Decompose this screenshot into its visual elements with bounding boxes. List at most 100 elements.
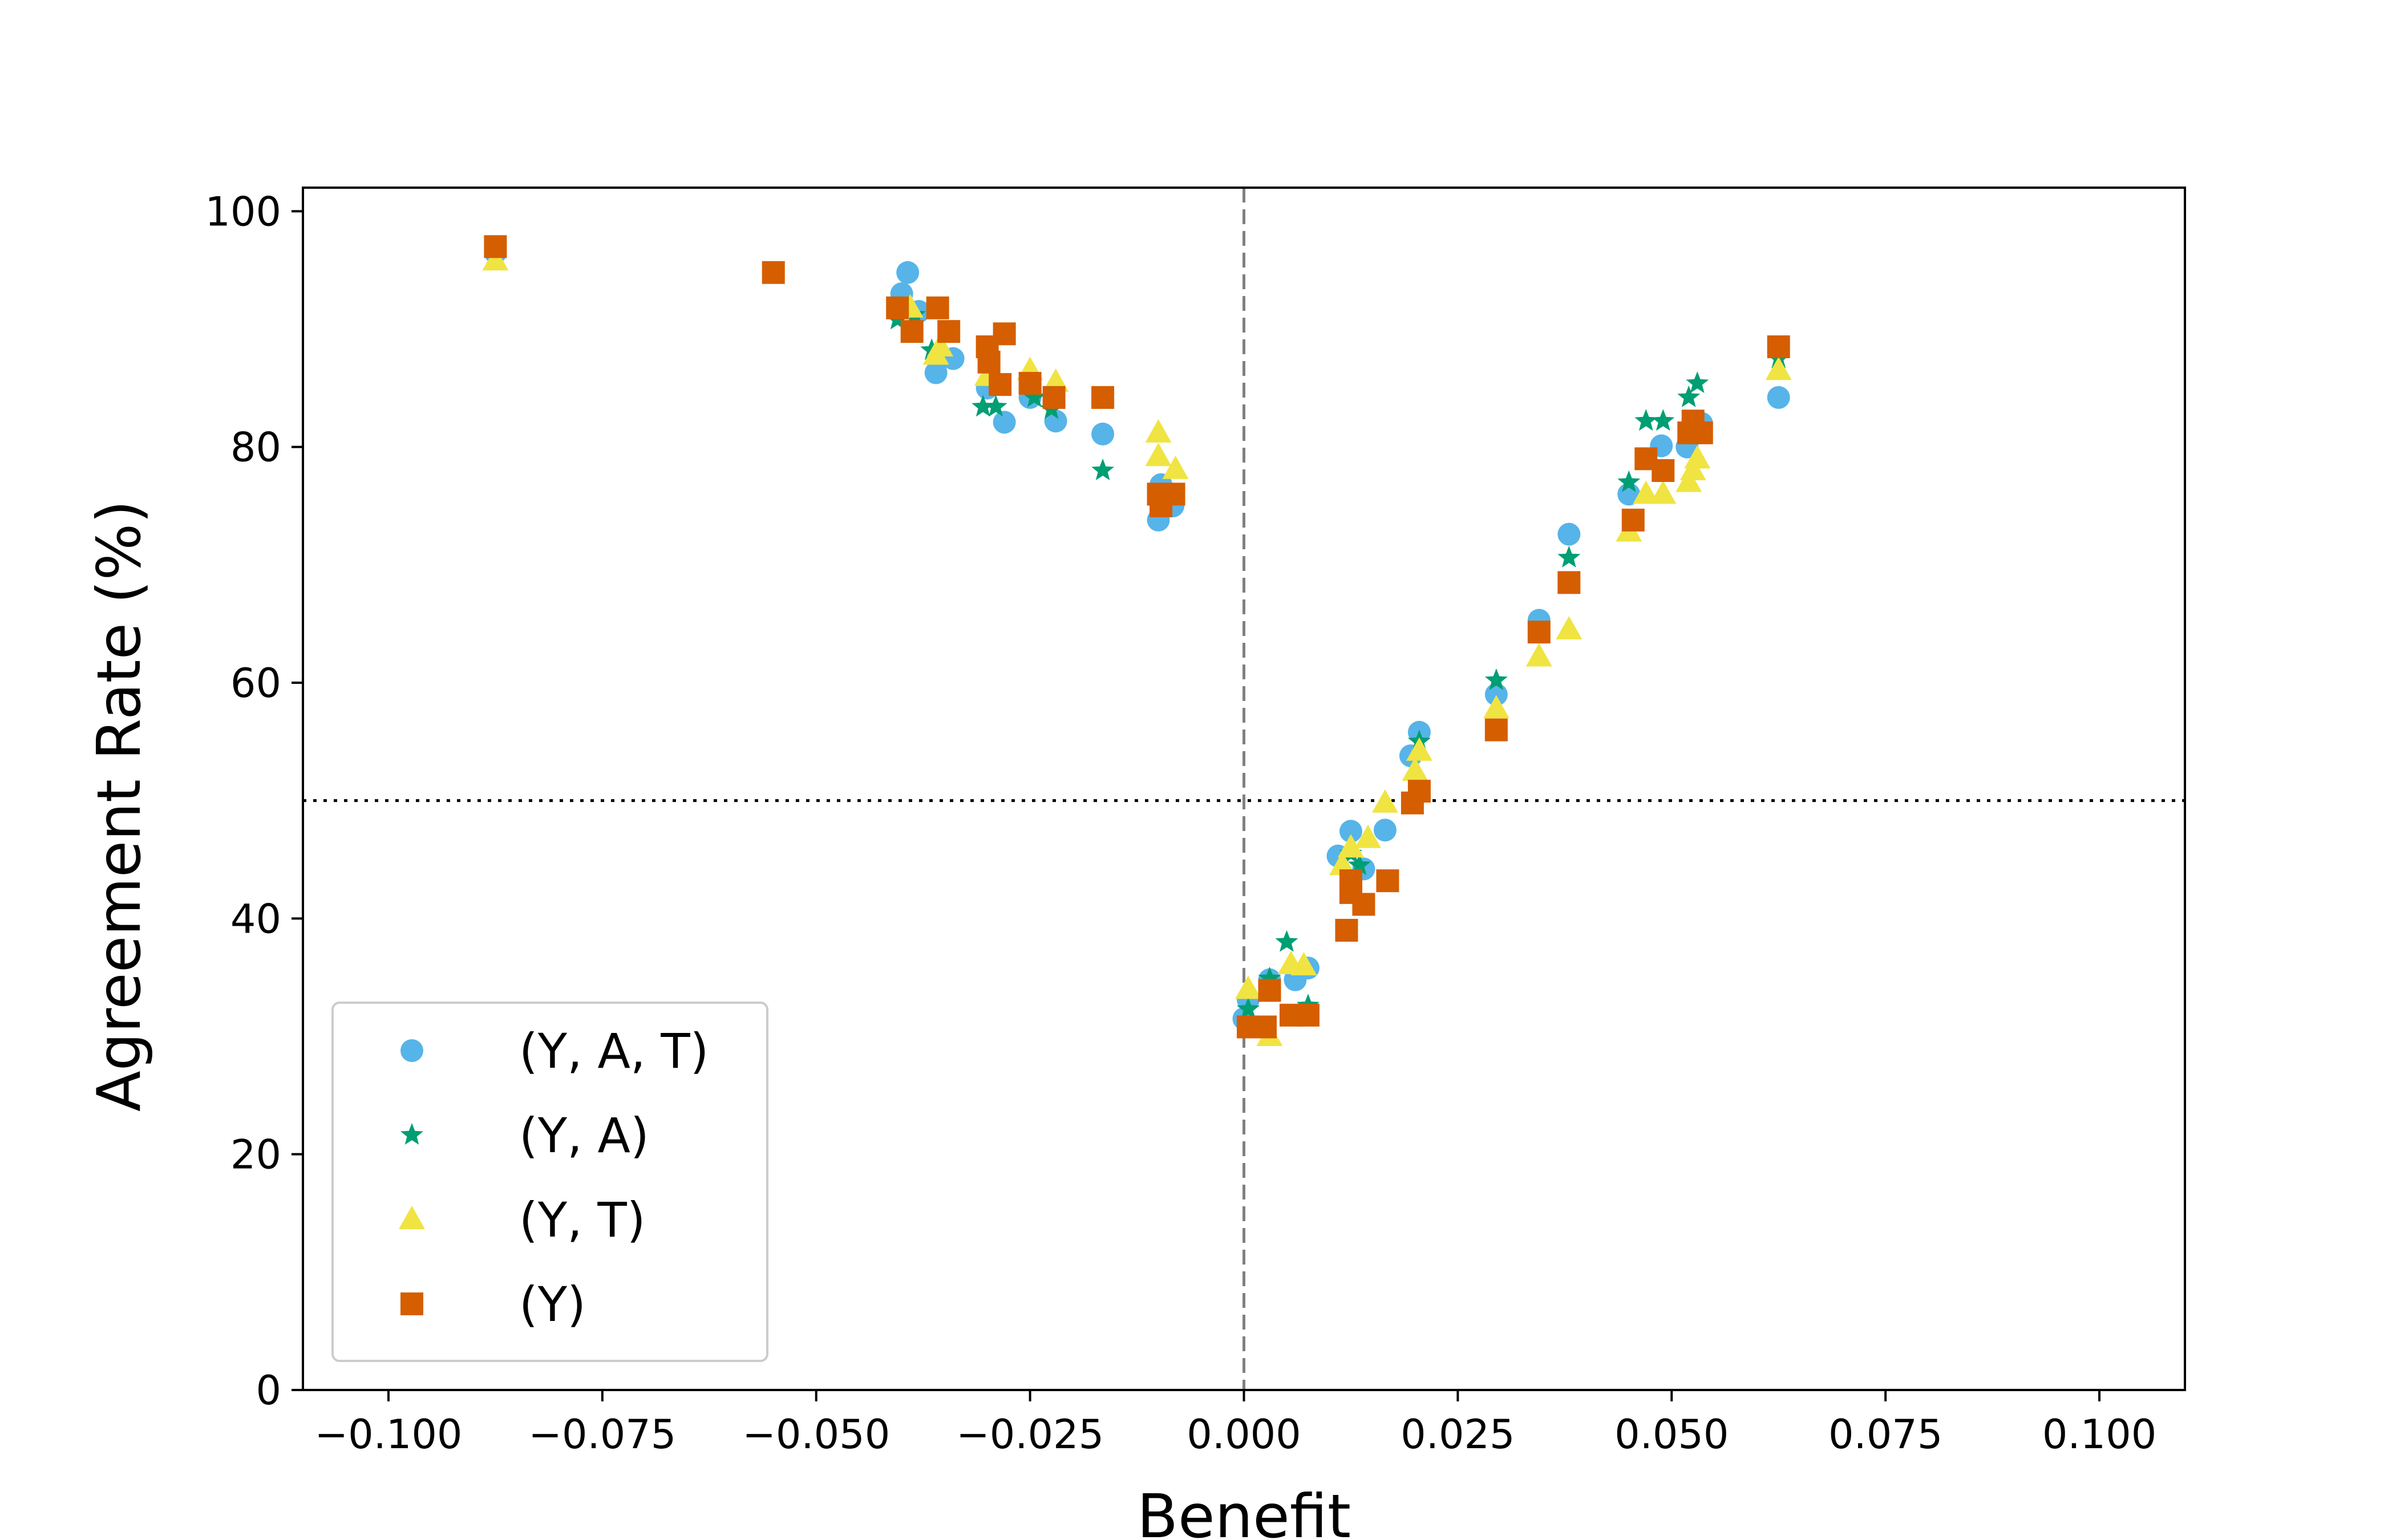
legend-label: (Y) [519, 1276, 586, 1332]
data-point [1484, 668, 1508, 690]
x-tick-label: −0.075 [528, 1411, 676, 1458]
data-point [482, 247, 509, 271]
data-point [1621, 508, 1645, 532]
data-point [1483, 695, 1509, 719]
y-tick-label: 60 [230, 660, 281, 707]
data-point [1348, 853, 1371, 876]
data-point [762, 261, 785, 284]
data-point [1371, 789, 1398, 813]
data-point [1634, 409, 1658, 431]
data-point [1258, 966, 1281, 988]
data-point [1684, 445, 1711, 469]
data-point [1091, 459, 1114, 480]
data-point [484, 235, 507, 258]
x-tick-label: 0.050 [1614, 1411, 1729, 1458]
data-point [1329, 852, 1355, 876]
reference-lines [303, 188, 2185, 1390]
data-point [1337, 834, 1364, 858]
y-axis-ticks: 0 20 40 60 80 100 [205, 188, 303, 1414]
series-3 [484, 235, 1790, 1039]
data-point [1652, 459, 1675, 482]
data-point [927, 333, 954, 356]
data-point [1091, 386, 1115, 409]
data-point [1352, 893, 1375, 916]
x-axis-ticks: −0.100 −0.075 −0.050 −0.025 0.000 0.025 0.050 0… [314, 1390, 2156, 1458]
legend-marker [400, 1123, 423, 1145]
data-point [886, 296, 909, 319]
data-point [1018, 372, 1042, 395]
y-tick-label: 40 [230, 895, 281, 942]
data-point [1091, 422, 1115, 445]
x-tick-label: 0.075 [1828, 1411, 1942, 1458]
x-tick-label: 0.100 [2042, 1411, 2156, 1458]
data-point [1162, 455, 1189, 479]
legend-label: (Y, T) [519, 1192, 646, 1248]
y-tick-label: 0 [256, 1367, 281, 1414]
data-point [1557, 522, 1581, 546]
x-tick-label: −0.025 [956, 1411, 1104, 1458]
data-point [1767, 335, 1790, 358]
data-point [1162, 483, 1185, 506]
legend-marker [400, 1292, 423, 1315]
data-point [1525, 643, 1552, 667]
y-tick-label: 80 [230, 424, 281, 471]
data-point [1556, 616, 1583, 639]
data-point [1296, 1003, 1320, 1027]
data-point [1145, 443, 1172, 467]
series-2 [482, 247, 1792, 1046]
data-point [1376, 869, 1399, 893]
y-tick-label: 20 [230, 1132, 281, 1178]
data-point [1235, 975, 1261, 999]
data-point [1675, 468, 1702, 492]
data-point [1679, 457, 1706, 480]
data-point [1652, 409, 1675, 431]
data-point [1557, 545, 1581, 568]
data-point [1484, 718, 1508, 741]
data-point [1686, 371, 1709, 394]
y-tick-label: 100 [205, 188, 281, 235]
data-point [972, 395, 995, 417]
data-point [993, 322, 1016, 346]
data-point [1677, 385, 1701, 407]
data-point [1042, 368, 1069, 392]
data-point [1044, 410, 1067, 433]
data-point [1617, 470, 1641, 492]
data-point [1407, 780, 1431, 803]
data-point [1339, 820, 1362, 843]
x-tick-label: −0.050 [742, 1411, 890, 1458]
data-point [1633, 480, 1660, 504]
data-point [926, 296, 949, 319]
data-point [1650, 480, 1677, 504]
legend-marker [400, 1039, 423, 1062]
legend-marker [399, 1206, 425, 1229]
legend-label: (Y, A) [519, 1108, 649, 1164]
x-tick-label: 0.025 [1401, 1411, 1515, 1458]
data-point [896, 261, 920, 284]
x-axis-title: Benefit [1137, 1482, 1351, 1540]
data-point [924, 361, 948, 384]
y-axis-title: Agreement Rate (%) [84, 500, 154, 1112]
data-point [1527, 621, 1551, 644]
data-point [937, 320, 961, 343]
data-point [1765, 356, 1792, 380]
legend-label: (Y, A, T) [519, 1023, 709, 1079]
legend: (Y, A, T) (Y, A) (Y, T) (Y) [331, 1002, 768, 1362]
data-point [1767, 386, 1790, 409]
data-point [1373, 818, 1397, 842]
data-point [1402, 757, 1428, 781]
data-point [989, 373, 1012, 396]
data-points [482, 235, 1792, 1046]
data-point [1258, 979, 1281, 1002]
data-point [1275, 930, 1298, 952]
data-point [1290, 952, 1317, 975]
data-point [1406, 737, 1432, 761]
data-point [1557, 571, 1581, 594]
data-point [1253, 1015, 1277, 1039]
x-tick-label: 0.000 [1187, 1411, 1301, 1458]
data-point [977, 350, 1001, 374]
data-point [1237, 997, 1260, 1019]
legend-box [331, 1002, 768, 1362]
data-point [993, 411, 1016, 434]
data-point [1354, 824, 1381, 848]
